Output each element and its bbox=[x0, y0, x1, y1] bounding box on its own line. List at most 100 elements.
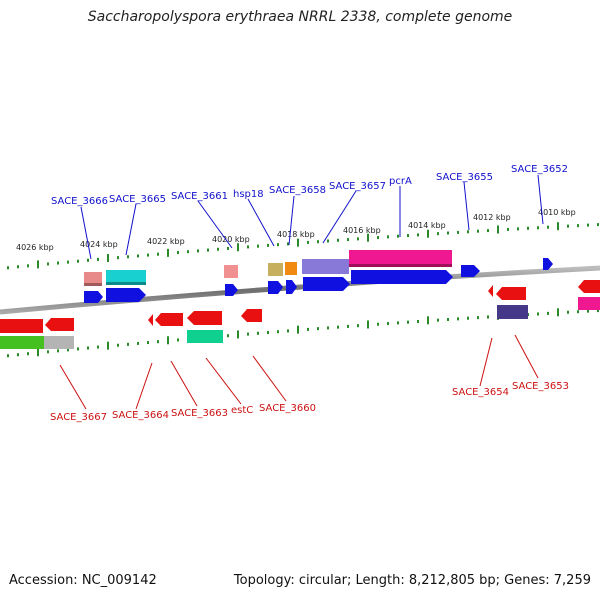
tick-label: 4010 kbp bbox=[538, 208, 576, 217]
gene-arrow bbox=[0, 319, 43, 333]
minor-tick bbox=[257, 331, 259, 335]
minor-tick bbox=[357, 324, 359, 328]
minor-tick bbox=[337, 325, 339, 329]
gene-block bbox=[268, 263, 283, 276]
gene-block bbox=[349, 264, 452, 267]
tick-label: 4022 kbp bbox=[147, 237, 185, 246]
minor-tick bbox=[147, 253, 149, 257]
genome-summary: Topology: circular; Length: 8,212,805 bp… bbox=[233, 573, 591, 588]
minor-tick bbox=[47, 350, 49, 354]
minor-tick bbox=[587, 223, 589, 227]
minor-tick bbox=[117, 256, 119, 260]
minor-tick bbox=[277, 243, 279, 247]
minor-tick bbox=[337, 238, 339, 242]
minor-tick bbox=[17, 265, 19, 269]
minor-tick bbox=[227, 334, 229, 338]
minor-tick bbox=[327, 326, 329, 330]
minor-tick bbox=[177, 251, 179, 255]
gene-arrow bbox=[268, 281, 283, 294]
minor-tick bbox=[267, 243, 269, 247]
major-tick bbox=[167, 248, 169, 257]
major-tick bbox=[427, 316, 429, 325]
major-tick bbox=[37, 260, 39, 269]
gene-arrow bbox=[543, 258, 553, 270]
minor-tick bbox=[317, 327, 319, 331]
minor-tick bbox=[147, 341, 149, 345]
minor-tick bbox=[227, 246, 229, 250]
gene-label: SACE_3667 bbox=[50, 412, 107, 423]
minor-tick bbox=[477, 316, 479, 320]
minor-tick bbox=[137, 341, 139, 345]
gene-label: SACE_3665 bbox=[109, 194, 166, 205]
minor-tick bbox=[377, 322, 379, 326]
gene-label: SACE_3655 bbox=[436, 172, 493, 183]
minor-tick bbox=[437, 232, 439, 236]
tick-label: 4012 kbp bbox=[473, 213, 511, 222]
tick-label: 4020 kbp bbox=[212, 235, 250, 244]
gene-arrow bbox=[45, 318, 74, 331]
minor-tick bbox=[357, 237, 359, 241]
minor-tick bbox=[467, 230, 469, 234]
minor-tick bbox=[87, 346, 89, 350]
gene-arrow bbox=[155, 313, 183, 326]
minor-tick bbox=[217, 247, 219, 251]
gene-block bbox=[106, 282, 146, 285]
forward-features-row1 bbox=[84, 250, 452, 286]
major-tick bbox=[497, 225, 499, 234]
minor-tick bbox=[67, 260, 69, 264]
minor-tick bbox=[597, 309, 599, 313]
minor-tick bbox=[97, 345, 99, 349]
minor-tick bbox=[467, 316, 469, 320]
gene-label: SACE_3654 bbox=[452, 387, 509, 398]
gene-block bbox=[349, 250, 452, 265]
minor-tick bbox=[257, 244, 259, 248]
reverse-label-leaders bbox=[59, 334, 539, 410]
minor-tick bbox=[347, 238, 349, 242]
accession-text: Accession: NC_009142 bbox=[9, 573, 157, 588]
gene-arrow bbox=[148, 314, 153, 326]
minor-tick bbox=[387, 322, 389, 326]
minor-tick bbox=[377, 236, 379, 240]
minor-tick bbox=[417, 319, 419, 323]
minor-tick bbox=[17, 353, 19, 357]
gene-block bbox=[302, 259, 349, 274]
gene-block bbox=[497, 305, 528, 319]
minor-tick bbox=[487, 315, 489, 319]
minor-tick bbox=[117, 343, 119, 347]
minor-tick bbox=[547, 311, 549, 315]
gene-block bbox=[0, 336, 44, 349]
gene-label: pcrA bbox=[389, 176, 412, 187]
minor-tick bbox=[347, 324, 349, 328]
genome-backbone bbox=[0, 265, 600, 315]
minor-tick bbox=[187, 250, 189, 254]
forward-labels: SACE_3666 SACE_3665 SACE_3661 hsp18 SACE… bbox=[51, 164, 568, 207]
gene-arrow bbox=[241, 309, 262, 322]
gene-label: SACE_3657 bbox=[329, 181, 386, 192]
tick-label: 4026 kbp bbox=[16, 243, 54, 252]
tick-label: 4024 kbp bbox=[80, 240, 118, 249]
gene-label: SACE_3666 bbox=[51, 196, 108, 207]
gene-arrow bbox=[187, 311, 222, 325]
minor-tick bbox=[567, 224, 569, 228]
forward-label-leaders bbox=[80, 174, 544, 260]
minor-tick bbox=[177, 338, 179, 342]
minor-tick bbox=[567, 310, 569, 314]
minor-tick bbox=[27, 264, 29, 268]
tick-label: 4014 kbp bbox=[408, 221, 446, 230]
minor-tick bbox=[537, 226, 539, 230]
gene-arrow bbox=[496, 287, 526, 300]
minor-tick bbox=[137, 254, 139, 258]
major-tick bbox=[297, 325, 299, 334]
gene-arrow bbox=[286, 280, 297, 294]
minor-tick bbox=[407, 234, 409, 238]
map-title: Saccharopolyspora erythraea NRRL 2338, c… bbox=[87, 9, 513, 25]
minor-tick bbox=[437, 318, 439, 322]
minor-tick bbox=[287, 242, 289, 246]
reverse-features bbox=[0, 280, 600, 349]
major-tick bbox=[297, 238, 299, 247]
forward-features-row2 bbox=[84, 258, 553, 303]
minor-tick bbox=[527, 226, 529, 230]
major-tick bbox=[37, 348, 39, 357]
minor-tick bbox=[57, 349, 59, 353]
minor-tick bbox=[307, 327, 309, 331]
